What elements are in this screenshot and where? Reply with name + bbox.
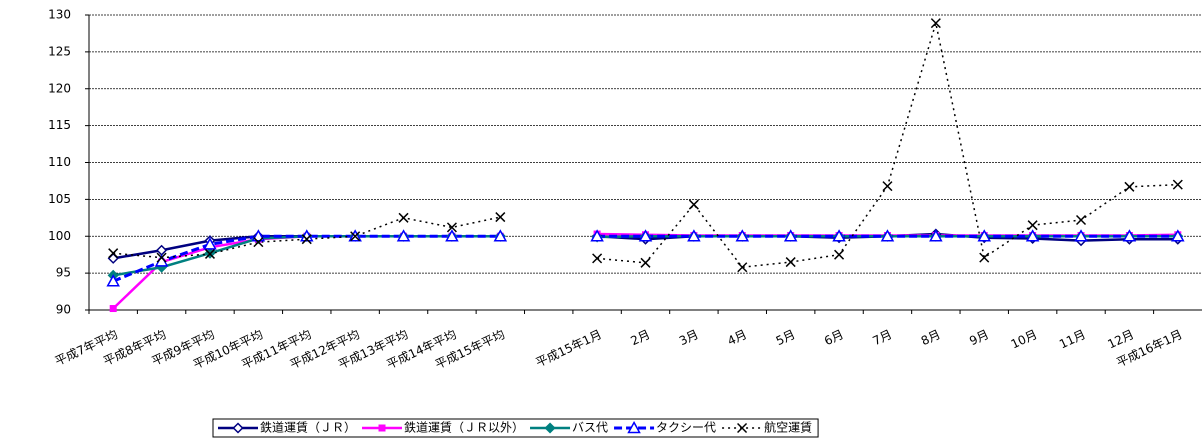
x-tick-label: 5月: [774, 327, 798, 348]
marker: [493, 229, 508, 242]
marker: [445, 229, 459, 242]
marker: [446, 222, 457, 233]
marker: [735, 229, 750, 242]
marker: [832, 229, 846, 242]
x-tick-label: 4月: [725, 327, 749, 348]
y-tick-label: 105: [48, 192, 71, 206]
marker: [977, 229, 992, 242]
legend-label: 鉄道運賃（ＪＲ以外）: [404, 420, 524, 435]
legend-box: [212, 418, 819, 438]
series-line: [112, 232, 1178, 310]
marker: [638, 229, 653, 242]
x-tick-label: 8月: [919, 327, 943, 348]
marker: [1171, 229, 1185, 242]
y-tick-label: 130: [48, 8, 71, 22]
marker: [783, 229, 798, 242]
x-tick-label: 2月: [629, 327, 653, 348]
x-tick-label: 9月: [967, 327, 991, 348]
legend-marker: [627, 420, 641, 434]
marker: [495, 212, 506, 223]
marker: [834, 249, 845, 260]
y-tick-label: 100: [48, 229, 71, 243]
marker: [737, 262, 748, 273]
y-tick-label: 115: [48, 118, 71, 132]
marker: [203, 237, 217, 250]
marker: [1074, 229, 1088, 242]
marker: [156, 252, 167, 263]
marker: [106, 274, 120, 287]
legend-label: タクシー代: [656, 421, 716, 435]
marker: [251, 229, 266, 242]
x-tick-label: 平成15年1月: [534, 327, 604, 370]
legend-marker: [378, 424, 386, 432]
marker: [1025, 229, 1040, 242]
marker: [979, 252, 990, 263]
marker: [880, 229, 895, 242]
y-tick-label: 110: [48, 155, 71, 169]
y-tick-label: 95: [56, 266, 71, 280]
marker: [301, 234, 312, 245]
marker: [109, 305, 117, 313]
legend-label: 航空運賃: [764, 420, 812, 435]
legend: 鉄道運賃（ＪＲ） 鉄道運賃（ＪＲ以外） バス代 タクシー代 航空運賃: [212, 418, 819, 438]
legend-marker: [737, 422, 748, 434]
marker: [156, 244, 168, 256]
y-tick-label: 120: [48, 81, 71, 95]
marker: [1075, 214, 1087, 226]
marker: [253, 237, 264, 248]
marker: [590, 229, 604, 242]
marker: [396, 229, 411, 242]
marker: [592, 253, 603, 264]
legend-label: バス代: [572, 421, 608, 435]
marker: [929, 229, 943, 242]
marker: [398, 212, 409, 223]
marker: [640, 257, 651, 268]
marker: [882, 181, 893, 192]
marker: [1027, 220, 1038, 231]
x-tick-label: 3月: [677, 327, 701, 348]
x-tick-label: 11月: [1057, 327, 1088, 351]
marker: [107, 252, 119, 264]
y-tick-label: 90: [56, 303, 71, 317]
x-tick-label: 10月: [1009, 327, 1040, 351]
marker: [204, 248, 216, 259]
marker: [785, 257, 796, 268]
x-tick-label: 7月: [870, 327, 894, 348]
marker: [350, 231, 361, 242]
marker: [688, 199, 699, 210]
marker: [1172, 179, 1183, 190]
legend-marker: [232, 422, 244, 434]
marker: [1124, 181, 1135, 192]
marker: [1122, 229, 1137, 242]
x-tick-label: 6月: [822, 327, 846, 348]
legend-label: 鉄道運賃（ＪＲ）: [260, 420, 356, 435]
marker: [687, 229, 701, 242]
y-tick-label: 125: [48, 44, 71, 58]
marker: [930, 18, 941, 29]
marker: [108, 248, 119, 259]
x-tick-label: 12月: [1106, 327, 1137, 351]
legend-marker: [544, 422, 556, 434]
